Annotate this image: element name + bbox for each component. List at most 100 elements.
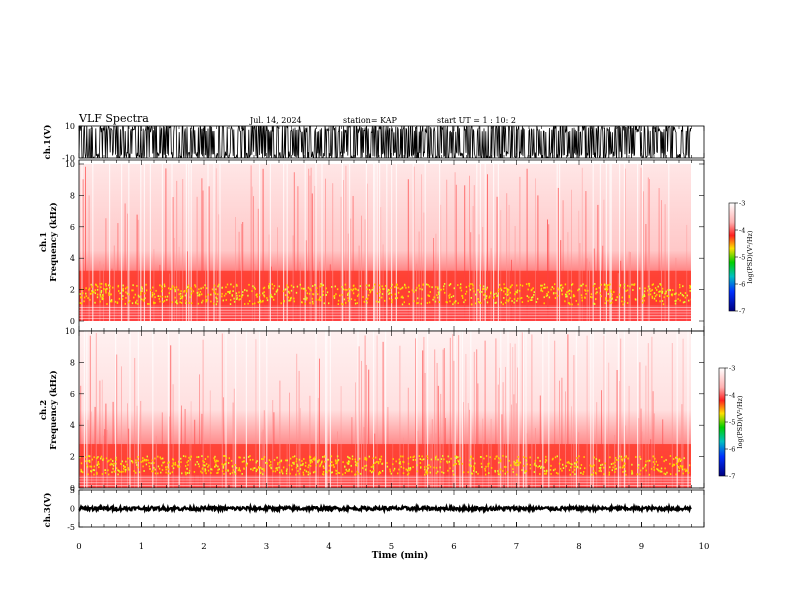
spectrogram-gap bbox=[121, 164, 123, 321]
spectrogram-streak bbox=[454, 172, 456, 321]
spectrogram-peak bbox=[498, 288, 500, 291]
spectrogram-ytick-label: 6 bbox=[70, 223, 75, 232]
spectrogram-peak bbox=[598, 470, 600, 472]
spectrogram-streak bbox=[682, 338, 684, 488]
spectrogram-peak bbox=[657, 464, 659, 466]
spectrogram-peak bbox=[558, 288, 560, 291]
spectrogram-peak bbox=[402, 472, 405, 475]
spectrogram-gap bbox=[479, 164, 481, 321]
spectrogram-peak bbox=[537, 456, 539, 459]
spectrogram-peak bbox=[133, 470, 135, 472]
spectrogram-peak bbox=[496, 295, 498, 298]
spectrogram-streak bbox=[105, 218, 107, 321]
spectrogram-peak bbox=[481, 466, 483, 468]
spectrogram-peak bbox=[600, 466, 602, 469]
spectrogram-peak bbox=[83, 300, 85, 303]
spectrogram-peak bbox=[611, 296, 613, 299]
spectrogram-peak bbox=[161, 295, 164, 298]
spectrogram-peak bbox=[233, 297, 235, 300]
spectrogram-ytick-label: 0 bbox=[70, 484, 75, 493]
spectrogram-streak bbox=[382, 341, 384, 488]
spectrogram-peak bbox=[108, 284, 110, 287]
spectrogram-peak bbox=[285, 472, 288, 475]
spectrogram-peak bbox=[607, 293, 609, 295]
spectrogram-streak bbox=[172, 197, 174, 321]
spectrogram-peak bbox=[102, 294, 104, 296]
spectrogram-peak bbox=[608, 284, 610, 286]
spectrogram-peak bbox=[188, 456, 190, 459]
spectrogram-peak bbox=[336, 288, 339, 291]
spectrogram-peak bbox=[642, 467, 644, 470]
spectrogram-peak bbox=[472, 287, 474, 290]
spectrogram-peak bbox=[673, 464, 676, 466]
spectrogram-peak bbox=[228, 457, 230, 460]
spectrogram-peak bbox=[485, 288, 488, 291]
spectrogram-peak bbox=[184, 471, 187, 474]
spectrogram-streak bbox=[292, 235, 294, 321]
spectrogram-gap bbox=[623, 164, 625, 321]
spectrogram-peak bbox=[221, 295, 223, 298]
spectrogram-peak bbox=[540, 465, 543, 468]
spectrogram-peak bbox=[96, 471, 98, 474]
spectrogram-streak bbox=[85, 166, 86, 321]
spectrogram-peak bbox=[407, 295, 409, 298]
spectrogram-peak bbox=[320, 283, 322, 285]
spectrogram-peak bbox=[115, 456, 117, 459]
ch2-spectrogram-ylabel-channel: ch.2 bbox=[39, 400, 49, 420]
spectrogram-peak bbox=[93, 465, 95, 468]
spectrogram-peak bbox=[620, 458, 623, 461]
spectrogram-peak bbox=[433, 296, 436, 299]
spectrogram-peak bbox=[97, 456, 99, 458]
spectrogram-peak bbox=[305, 461, 307, 464]
spectrogram-streak bbox=[325, 178, 326, 321]
spectrogram-gap bbox=[83, 331, 85, 488]
spectrogram-peak bbox=[238, 468, 241, 471]
spectrogram-peak bbox=[386, 462, 388, 464]
spectrogram-peak bbox=[656, 293, 658, 296]
spectrogram-peak bbox=[669, 455, 672, 457]
spectrogram-peak bbox=[158, 298, 160, 300]
spectrogram-gap bbox=[185, 164, 187, 321]
spectrogram-gap bbox=[592, 331, 594, 488]
spectrogram-peak bbox=[142, 298, 144, 301]
spectrogram-peak bbox=[173, 286, 176, 289]
spectrogram-peak bbox=[215, 292, 217, 295]
spectrogram-peak bbox=[577, 289, 579, 292]
spectrogram-peak bbox=[543, 466, 545, 469]
spectrogram-peak bbox=[680, 459, 683, 461]
spectrogram-peak bbox=[107, 460, 109, 463]
ch1-colorbar-ticks: -3-4-5-6-7 bbox=[735, 200, 745, 316]
spectrogram-streak bbox=[561, 377, 563, 488]
spectrogram-peak bbox=[176, 302, 178, 304]
spectrogram-peak bbox=[322, 465, 325, 468]
spectrogram-peak bbox=[107, 469, 109, 472]
spectrogram-peak bbox=[674, 302, 677, 305]
spectrogram-peak bbox=[277, 462, 279, 464]
spectrogram-streak bbox=[101, 379, 103, 488]
spectrogram-peak bbox=[207, 466, 209, 468]
spectrogram-peak bbox=[283, 466, 285, 469]
spectrogram-peak bbox=[587, 289, 589, 292]
spectrogram-peak bbox=[486, 286, 488, 289]
spectrogram-peak bbox=[275, 467, 277, 470]
spectrogram-peak bbox=[197, 463, 200, 465]
spectrogram-peak bbox=[473, 467, 476, 469]
spectrogram-peak bbox=[98, 466, 100, 469]
spectrogram-streak bbox=[251, 186, 253, 321]
spectrogram-peak bbox=[660, 467, 663, 470]
spectrogram-peak bbox=[486, 301, 489, 304]
ch2-spectrogram-ylabel-frequency: Frequency (kHz) bbox=[48, 370, 59, 449]
spectrogram-streak bbox=[620, 338, 622, 488]
spectrogram-peak bbox=[187, 287, 190, 289]
spectrogram-peak bbox=[593, 464, 595, 467]
spectrogram-peak bbox=[487, 465, 489, 468]
spectrogram-peak bbox=[159, 284, 161, 287]
spectrogram-streak bbox=[490, 248, 492, 321]
spectrogram-peak bbox=[188, 469, 191, 472]
spectrogram-peak bbox=[215, 460, 217, 463]
spectrogram-peak bbox=[430, 458, 433, 461]
spectrogram-peak bbox=[160, 471, 162, 474]
spectrogram-peak bbox=[508, 299, 510, 301]
spectrogram-streak bbox=[355, 382, 356, 488]
spectrogram-peak bbox=[609, 456, 611, 459]
